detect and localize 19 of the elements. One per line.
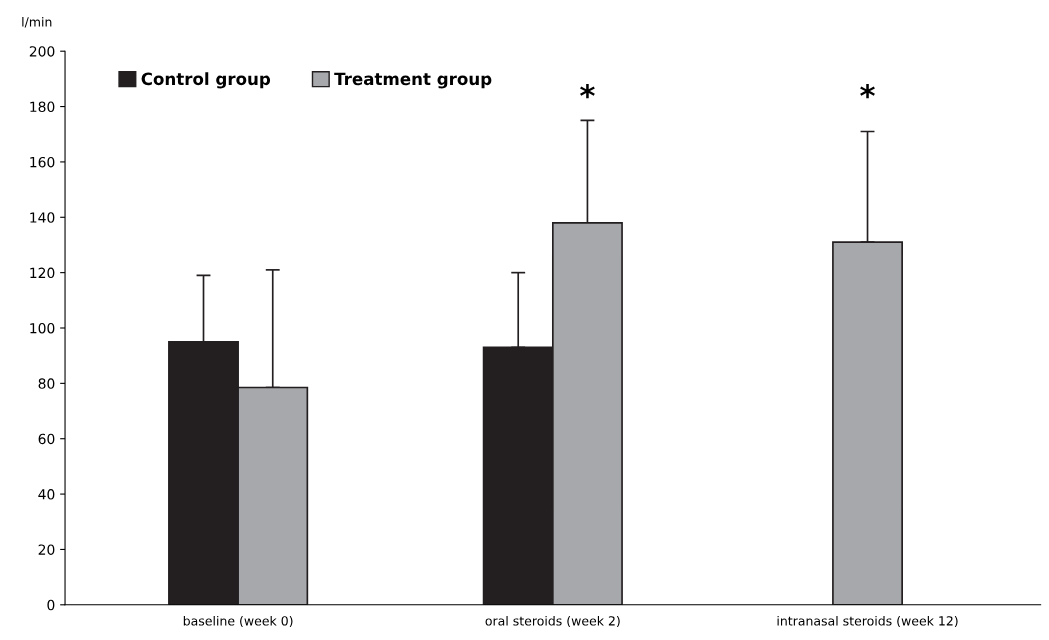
x-tick-label: intranasal steroids (week 12)	[777, 615, 958, 628]
y-tick-label: 20	[38, 544, 55, 555]
y-tick-label: 160	[30, 156, 55, 168]
x-tick-label: oral steroids (week 2)	[485, 615, 620, 628]
y-tick-label: 0	[47, 599, 55, 611]
y-tick-label: 200	[29, 46, 55, 57]
legend-label: Treatment group	[334, 72, 492, 89]
y-tick-label: 180	[30, 101, 55, 113]
y-tick-label: 140	[30, 212, 55, 223]
annotation: *	[580, 84, 595, 99]
y-tick-label: 60	[38, 433, 55, 445]
x-tick-label: baseline (week 0)	[183, 615, 293, 628]
annotation: *	[860, 84, 875, 99]
legend-label: Control group	[141, 72, 271, 89]
y-tick-label: 40	[38, 489, 55, 500]
y-tick-label: 100	[30, 322, 55, 334]
y-tick-label: 120	[30, 267, 55, 279]
y-tick-label: 80	[38, 378, 55, 389]
y-axis-title: l/min	[22, 16, 52, 28]
